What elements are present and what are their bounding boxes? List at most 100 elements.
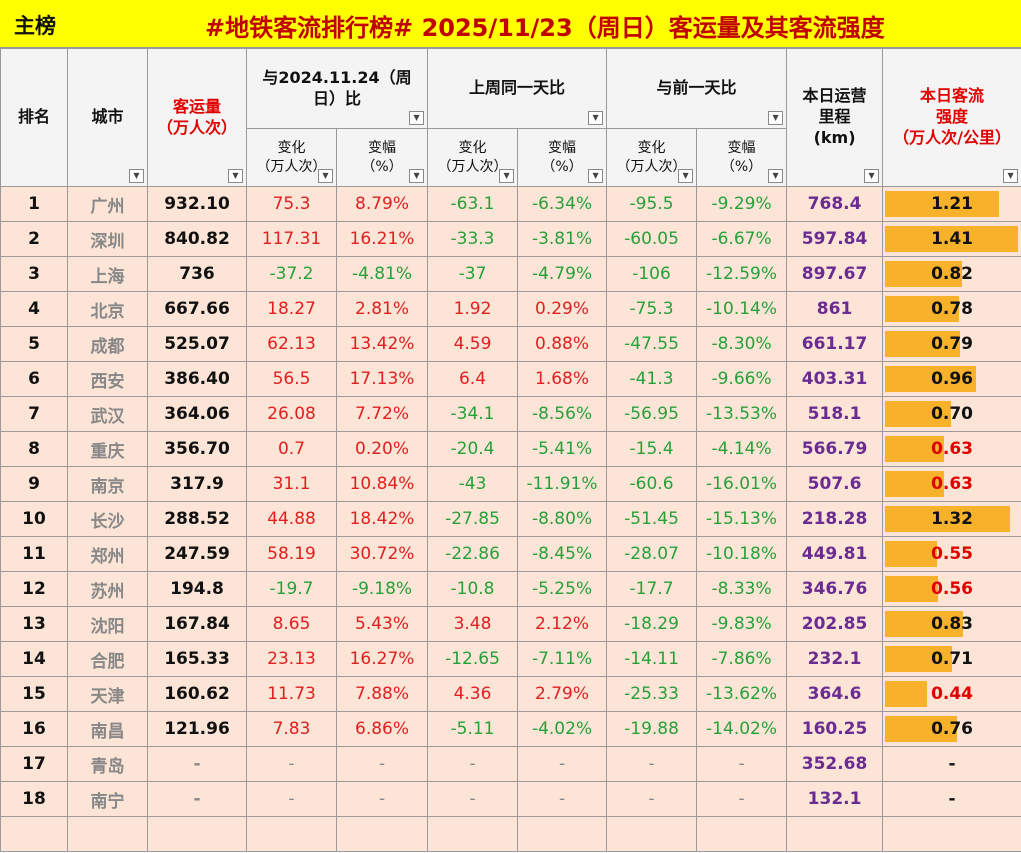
filter-button[interactable]: ▼ <box>499 169 515 183</box>
filter-button[interactable]: ▼ <box>678 169 694 183</box>
table-row: 10 长沙 288.52 44.88 18.42% -27.85 -8.80% -51.45-… <box>0 501 1021 537</box>
header-text: 本日运营 里程 (km) <box>802 86 867 147</box>
empty-cell <box>0 816 68 852</box>
table-cell: -10.18% <box>696 536 788 572</box>
table-cell: 广州 <box>67 186 148 222</box>
table-row: 16 南昌 121.96 7.83 6.86% -5.11 -4.02% -19.88 -14.… <box>0 711 1021 747</box>
table-cell: -37 <box>427 256 519 292</box>
empty-cell <box>882 816 1021 852</box>
table-cell: 507.6 <box>786 466 884 502</box>
table-cell: 449.81 <box>786 536 884 572</box>
cell-text: 1.32 <box>931 509 974 529</box>
filter-button[interactable]: ▼ <box>228 169 243 183</box>
table-row: 18 南宁 - - - - - - -132.1- <box>0 781 1021 817</box>
column-header: 本日运营 里程 (km) ▼ <box>786 48 884 187</box>
table-cell: 0.83 <box>882 606 1021 642</box>
table-cell: 160.62 <box>147 676 247 712</box>
table-cell: 861 <box>786 291 884 327</box>
table-cell: -14.02% <box>696 711 788 747</box>
table-cell: 8.79% <box>335 186 429 222</box>
table-cell: -4.02% <box>517 711 608 747</box>
empty-cell <box>147 816 247 852</box>
table-cell: 0.82 <box>882 256 1021 292</box>
filter-button[interactable]: ▼ <box>588 111 604 125</box>
table-cell: - <box>606 746 698 782</box>
table-row: 9 南京 317.9 31.1 10.84% -43 -11.91% -60.6 -16.01%… <box>0 466 1021 502</box>
table-cell: - <box>427 746 519 782</box>
table-cell: 2.81% <box>335 291 429 327</box>
table-cell: - <box>517 746 608 782</box>
table-cell: 深圳 <box>67 221 148 257</box>
table-cell: 西安 <box>67 361 148 397</box>
table-cell: 13 <box>0 606 68 642</box>
table-cell: 0.63 <box>882 466 1021 502</box>
table-cell: 16.27% <box>335 641 429 677</box>
cell-text: 0.44 <box>931 684 974 704</box>
table-cell: 0.56 <box>882 571 1021 607</box>
table-cell: 317.9 <box>147 466 247 502</box>
table-cell: 4.36 <box>427 676 519 712</box>
empty-row <box>0 816 1021 852</box>
table-cell: -16.01% <box>696 466 788 502</box>
table-cell: 194.8 <box>147 571 247 607</box>
table-row: 1 广州 932.10 75.3 8.79% -63.1 -6.34% -95.5 -9.29%… <box>0 186 1021 222</box>
table-cell: 202.85 <box>786 606 884 642</box>
table-cell: -19.88 <box>606 711 698 747</box>
table-cell: 356.70 <box>147 431 247 467</box>
table-cell: -20.4 <box>427 431 519 467</box>
table-cell: 2.12% <box>517 606 608 642</box>
data-bar <box>885 296 959 322</box>
table-cell: -4.81% <box>335 256 429 292</box>
table-cell: -15.13% <box>696 501 788 537</box>
table-cell: 0.44 <box>882 676 1021 712</box>
filter-button[interactable]: ▼ <box>409 111 425 125</box>
table-cell: 6.4 <box>427 361 519 397</box>
filter-button[interactable]: ▼ <box>768 111 784 125</box>
empty-cell <box>517 816 608 852</box>
table-cell: 14 <box>0 641 68 677</box>
cell-text: - <box>948 754 956 774</box>
filter-button[interactable]: ▼ <box>129 169 144 183</box>
table-cell: 386.40 <box>147 361 247 397</box>
table-cell: 0.88% <box>517 326 608 362</box>
cell-text: 0.56 <box>931 579 974 599</box>
table-cell: 0.71 <box>882 641 1021 677</box>
table-cell: 121.96 <box>147 711 247 747</box>
sub-header: 变化 （万人次） ▼ <box>606 128 698 187</box>
cell-text: 0.63 <box>931 474 974 494</box>
empty-cell <box>246 816 337 852</box>
table-cell: 5 <box>0 326 68 362</box>
data-bar <box>885 506 1010 532</box>
table-cell: 667.66 <box>147 291 247 327</box>
table-cell: 6 <box>0 361 68 397</box>
column-header: 排名 <box>0 48 68 187</box>
table-cell: -60.05 <box>606 221 698 257</box>
table-cell: -25.33 <box>606 676 698 712</box>
table-cell: -9.83% <box>696 606 788 642</box>
filter-button[interactable]: ▼ <box>1003 169 1019 183</box>
table-cell: 15 <box>0 676 68 712</box>
filter-button[interactable]: ▼ <box>768 169 784 183</box>
table-cell: 62.13 <box>246 326 337 362</box>
table-cell: 4.59 <box>427 326 519 362</box>
filter-button[interactable]: ▼ <box>864 169 880 183</box>
table-cell: - <box>517 781 608 817</box>
table-cell: 2.79% <box>517 676 608 712</box>
data-bar <box>885 541 937 567</box>
table-cell: 1.92 <box>427 291 519 327</box>
table-cell: - <box>335 781 429 817</box>
filter-button[interactable]: ▼ <box>409 169 425 183</box>
table-cell: 661.17 <box>786 326 884 362</box>
filter-button[interactable]: ▼ <box>318 169 333 183</box>
table-cell: -75.3 <box>606 291 698 327</box>
table-cell: 16 <box>0 711 68 747</box>
table-cell: -106 <box>606 256 698 292</box>
filter-button[interactable]: ▼ <box>588 169 604 183</box>
table-cell: 132.1 <box>786 781 884 817</box>
table-cell: 117.31 <box>246 221 337 257</box>
group-header: 上周同一天比 ▼ <box>427 48 608 129</box>
table-row: 12 苏州 194.8 -19.7 -9.18% -10.8 -5.25% -17.7 -8.3… <box>0 571 1021 607</box>
table-row: 11 郑州 247.59 58.19 30.72% -22.86 -8.45% -28.07-… <box>0 536 1021 572</box>
table-cell: 1.21 <box>882 186 1021 222</box>
